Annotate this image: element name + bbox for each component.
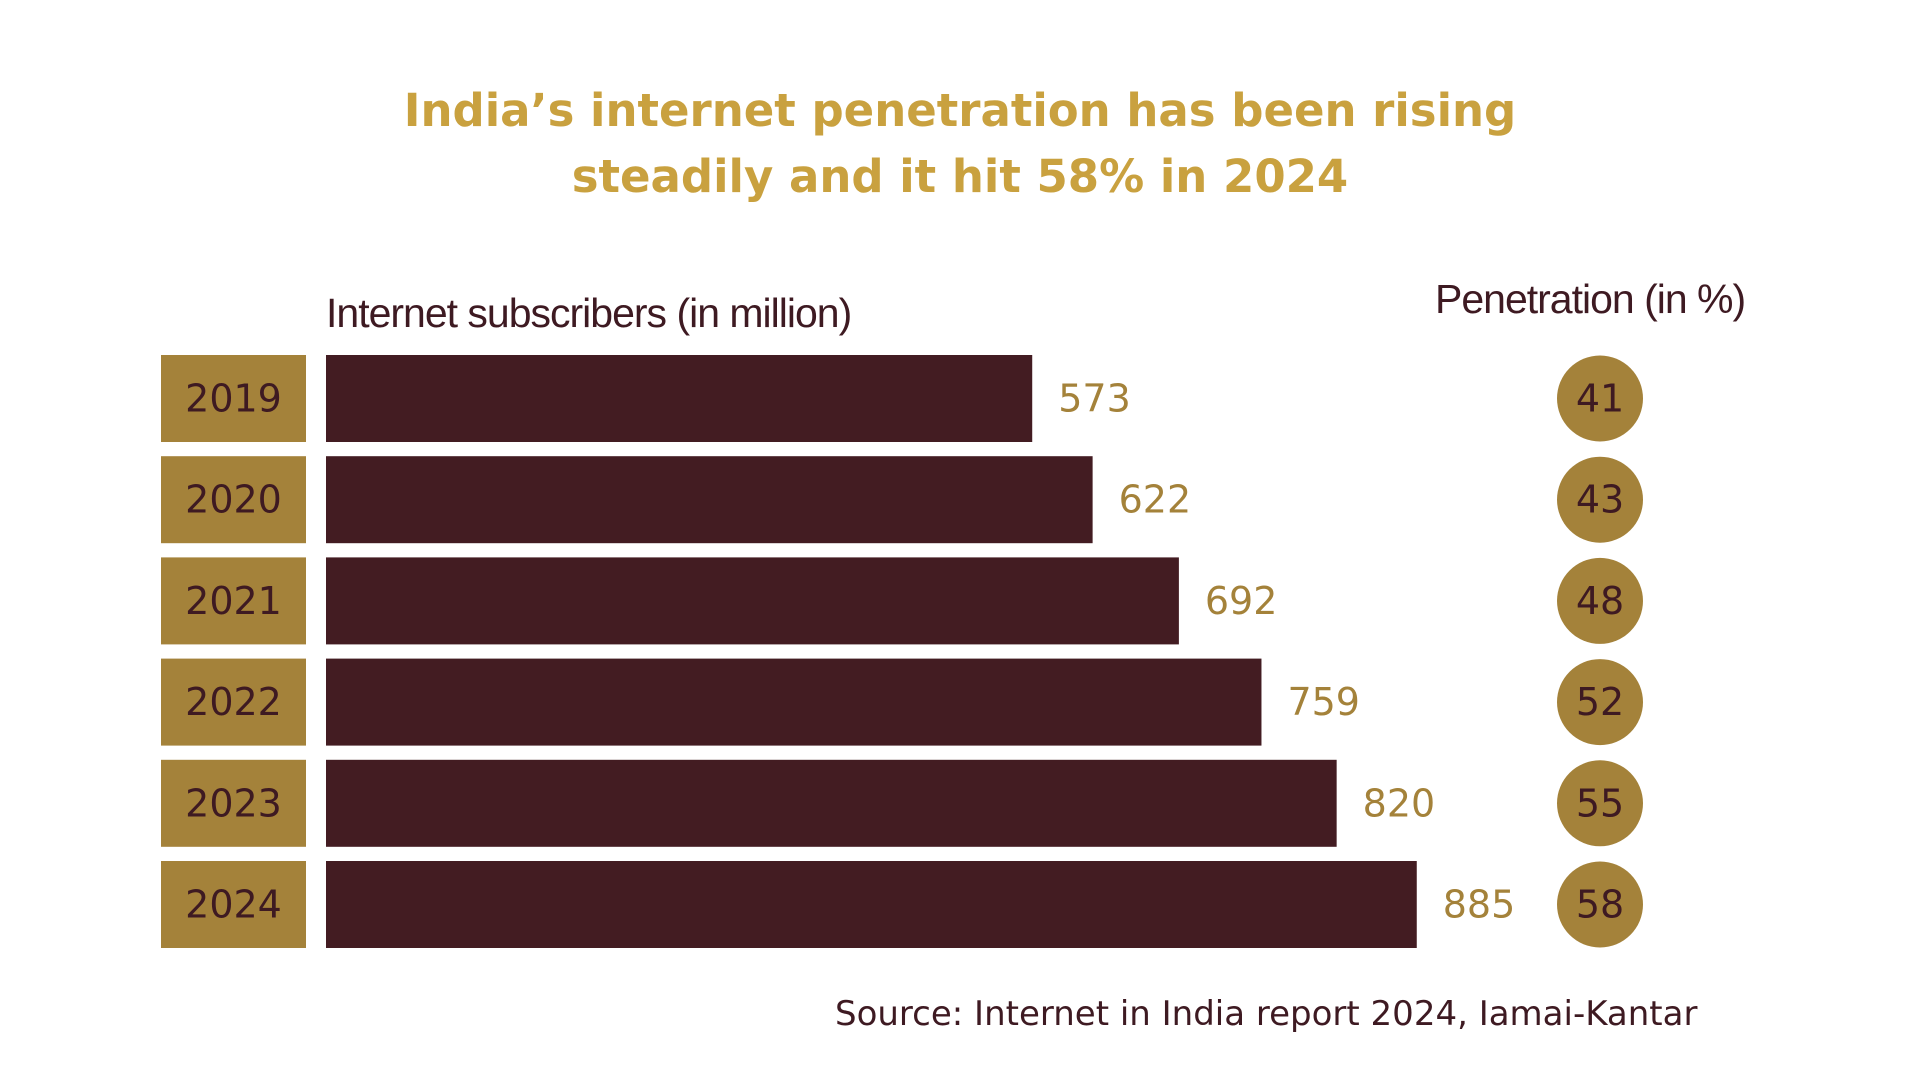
penetration-circle xyxy=(1557,355,1643,442)
year-label: 2024 xyxy=(185,883,282,927)
penetration-value-label: 58 xyxy=(1576,883,1624,927)
subscribers-bar xyxy=(326,759,1337,847)
subscribers-bar xyxy=(326,658,1262,746)
year-label: 2022 xyxy=(185,680,282,724)
year-label-box xyxy=(161,355,306,442)
subscribers-value-label: 820 xyxy=(1363,781,1436,825)
penetration-value-label: 48 xyxy=(1576,579,1624,623)
year-label: 2020 xyxy=(185,478,282,522)
chart-title-line-1: India’s internet penetration has been ri… xyxy=(403,84,1517,137)
year-label-box xyxy=(161,658,306,746)
penetration-value-label: 43 xyxy=(1576,478,1624,522)
year-label: 2021 xyxy=(185,579,282,623)
penetration-circle xyxy=(1557,760,1643,847)
penetration-value-label: 52 xyxy=(1576,680,1624,724)
year-label: 2023 xyxy=(185,781,282,825)
subscribers-bar xyxy=(326,557,1179,645)
subscribers-series-header: Internet subscribers (in million) xyxy=(326,290,852,336)
penetration-value-label: 55 xyxy=(1576,781,1624,825)
subscribers-value-label: 573 xyxy=(1058,377,1131,421)
subscribers-bar xyxy=(326,861,1417,948)
penetration-value-label: 41 xyxy=(1576,377,1624,421)
year-label-box xyxy=(161,456,306,544)
penetration-circle xyxy=(1557,456,1643,543)
penetration-series-header: Penetration (in %) xyxy=(1435,276,1746,322)
year-label-box xyxy=(161,861,306,948)
year-label-box xyxy=(161,557,306,645)
subscribers-value-label: 885 xyxy=(1443,883,1516,927)
source-note: Source: Internet in India report 2024, I… xyxy=(835,994,1698,1034)
subscribers-value-label: 622 xyxy=(1119,478,1192,522)
subscribers-value-label: 692 xyxy=(1205,579,1278,623)
subscribers-bar xyxy=(326,355,1033,442)
chart-title-line-2: steadily and it hit 58% in 2024 xyxy=(571,150,1349,203)
penetration-circle xyxy=(1557,659,1643,746)
year-label-box xyxy=(161,759,306,847)
subscribers-bar xyxy=(326,456,1093,544)
year-label: 2019 xyxy=(185,377,282,421)
penetration-circle xyxy=(1557,861,1643,948)
penetration-circle xyxy=(1557,557,1643,644)
subscribers-value-label: 759 xyxy=(1287,680,1360,724)
